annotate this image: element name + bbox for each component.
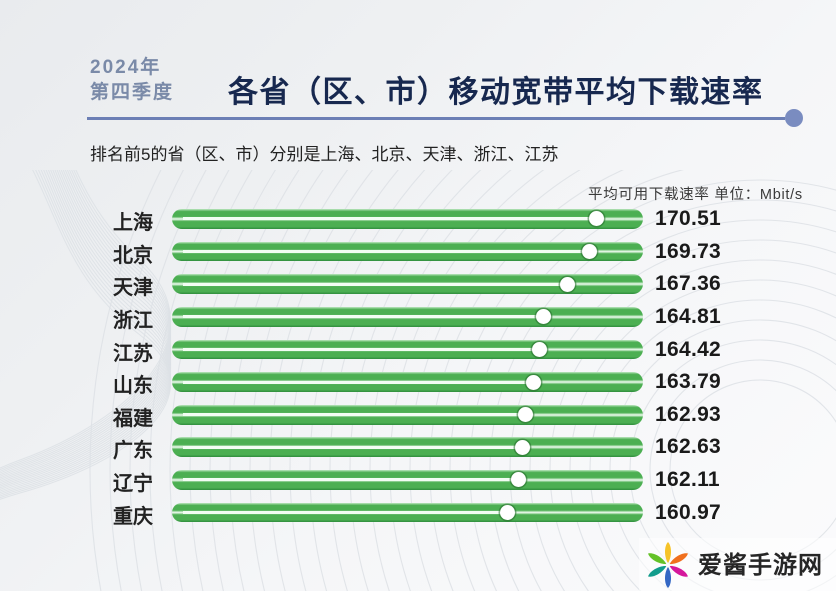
svg-text:爱酱手游网: 爱酱手游网 bbox=[698, 551, 823, 579]
